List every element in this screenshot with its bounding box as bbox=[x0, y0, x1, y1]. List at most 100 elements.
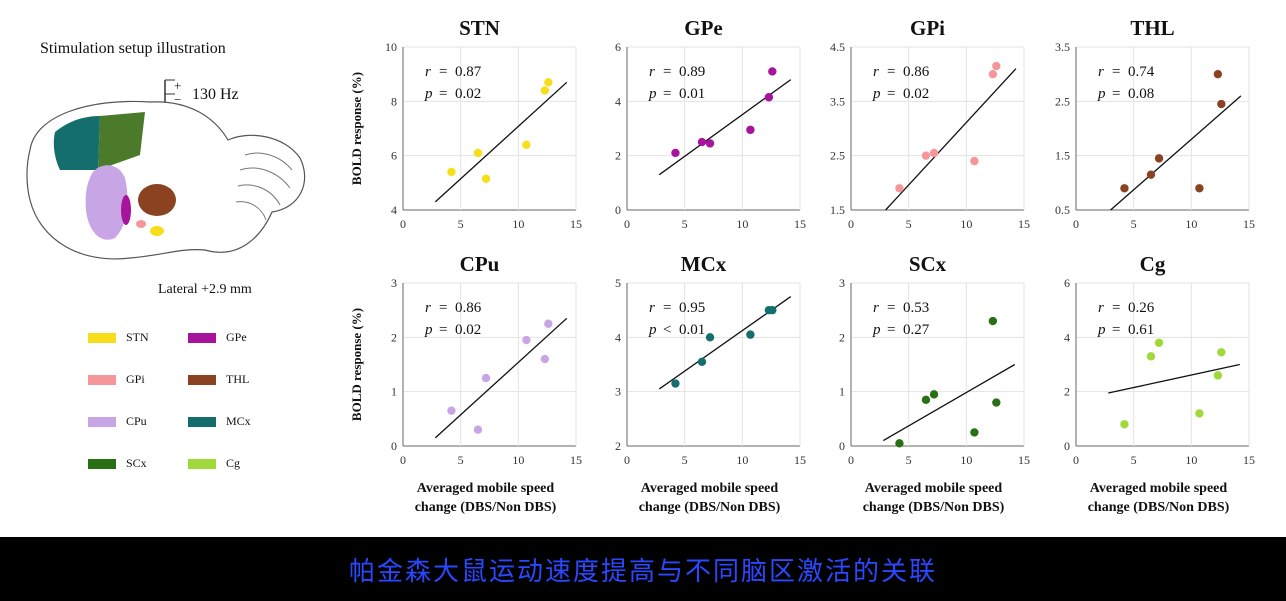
data-point bbox=[705, 139, 715, 148]
caption-banner: 帕金森大鼠运动速度提高与不同脑区激活的关联 bbox=[0, 537, 1286, 601]
p-operator: < bbox=[663, 322, 671, 338]
r-equals: = bbox=[439, 64, 447, 80]
y-tick-label: 6 bbox=[615, 40, 621, 54]
region-gpe bbox=[121, 195, 131, 225]
x-tick-label: 10 bbox=[512, 453, 524, 467]
y-tick-label: 0.5 bbox=[1055, 203, 1070, 217]
p-operator: = bbox=[887, 86, 895, 102]
x-axis-label-line1: Averaged mobile speed bbox=[417, 481, 555, 496]
data-point bbox=[895, 439, 904, 448]
y-tick-label: 3.5 bbox=[830, 94, 845, 108]
y-tick-label: 4 bbox=[615, 94, 621, 108]
stimulation-frequency: 130 Hz bbox=[192, 86, 239, 103]
y-tick-label: 0 bbox=[391, 439, 397, 453]
panel-title: GPe bbox=[684, 16, 722, 40]
data-point bbox=[1195, 184, 1204, 193]
data-point bbox=[522, 335, 531, 345]
p-operator: = bbox=[439, 322, 447, 338]
r-equals: = bbox=[1112, 300, 1120, 316]
panel-title: STN bbox=[459, 16, 500, 40]
data-point bbox=[1217, 99, 1226, 109]
x-axis-label-line1: Averaged mobile speed bbox=[865, 481, 1003, 496]
r-equals: = bbox=[663, 300, 671, 316]
p-operator: = bbox=[439, 86, 447, 102]
region-mcx bbox=[53, 116, 100, 170]
lateral-coordinate: Lateral +2.9 mm bbox=[158, 282, 252, 297]
r-value: 0.53 bbox=[903, 300, 929, 316]
panel-title: THL bbox=[1130, 16, 1174, 40]
x-axis-label-line2: change (DBS/Non DBS) bbox=[415, 500, 557, 515]
data-point bbox=[1120, 184, 1129, 193]
legend-swatch bbox=[88, 416, 116, 427]
data-point bbox=[697, 357, 707, 366]
data-point bbox=[921, 395, 931, 405]
x-tick-label: 15 bbox=[1018, 453, 1030, 467]
legend-swatch bbox=[188, 374, 216, 385]
x-tick-label: 0 bbox=[624, 217, 630, 231]
y-tick-label: 2 bbox=[839, 330, 845, 344]
data-point bbox=[481, 373, 491, 383]
data-point bbox=[895, 184, 904, 193]
data-point bbox=[1154, 338, 1164, 347]
data-point bbox=[481, 174, 491, 183]
regression-line bbox=[885, 68, 1017, 211]
data-point bbox=[671, 379, 680, 388]
legend-item-mcx: MCx bbox=[188, 414, 251, 429]
p-symbol: p bbox=[872, 86, 881, 102]
x-tick-label: 10 bbox=[1185, 217, 1197, 231]
r-equals: = bbox=[439, 300, 447, 316]
x-tick-label: 15 bbox=[1018, 217, 1030, 231]
regression-line bbox=[434, 317, 568, 439]
y-tick-label: 1.5 bbox=[830, 203, 845, 217]
legend-label: THL bbox=[226, 372, 250, 386]
p-value: 0.08 bbox=[1128, 86, 1154, 102]
panel-scx: 0 1 2 3 0 5 10 15 SCx r = 0.53 p = 0.27 Averaged mobile… bbox=[839, 252, 1030, 515]
y-tick-label: 3 bbox=[615, 385, 621, 399]
r-symbol: r bbox=[649, 64, 655, 80]
p-symbol: p bbox=[424, 322, 433, 338]
data-point bbox=[768, 305, 777, 315]
y-tick-label: 6 bbox=[391, 149, 397, 163]
r-symbol: r bbox=[1098, 300, 1104, 316]
r-value: 0.26 bbox=[1128, 300, 1155, 316]
regression-line bbox=[1110, 95, 1242, 211]
p-operator: = bbox=[887, 322, 895, 338]
region-cpu bbox=[85, 165, 128, 240]
y-tick-label: 8 bbox=[391, 94, 397, 108]
r-value: 0.89 bbox=[679, 64, 705, 80]
x-tick-label: 5 bbox=[906, 217, 912, 231]
x-tick-label: 10 bbox=[736, 453, 748, 467]
r-symbol: r bbox=[1098, 64, 1104, 80]
x-tick-label: 0 bbox=[848, 217, 854, 231]
p-symbol: p bbox=[1097, 86, 1106, 102]
x-tick-label: 15 bbox=[570, 453, 582, 467]
panel-gpe: 0 2 4 6 0 5 10 15 GPe r = 0.89 p = 0.01 bbox=[615, 16, 806, 231]
region-stn bbox=[150, 226, 164, 236]
data-point bbox=[473, 148, 483, 158]
data-point bbox=[447, 167, 456, 177]
legend-item-scx: SCx bbox=[88, 456, 147, 471]
caption-text: 帕金森大鼠运动速度提高与不同脑区激活的关联 bbox=[348, 556, 937, 587]
data-point bbox=[540, 86, 550, 95]
legend-label: GPi bbox=[126, 372, 145, 386]
x-tick-label: 10 bbox=[960, 453, 972, 467]
panel-title: CPu bbox=[460, 252, 500, 276]
y-tick-label: 4.5 bbox=[830, 40, 845, 54]
data-point bbox=[1120, 420, 1129, 429]
y-tick-label: 4 bbox=[1064, 330, 1070, 344]
r-symbol: r bbox=[873, 300, 879, 316]
data-point bbox=[988, 69, 998, 79]
p-operator: = bbox=[1112, 322, 1120, 338]
region-scx bbox=[98, 112, 145, 170]
data-point bbox=[929, 390, 939, 399]
data-point bbox=[988, 316, 998, 326]
p-symbol: p bbox=[424, 86, 433, 102]
r-value: 0.86 bbox=[455, 300, 482, 316]
legend-swatch bbox=[188, 416, 216, 427]
legend-item-cpu: CPu bbox=[88, 414, 147, 429]
panel-title: Cg bbox=[1140, 252, 1166, 276]
r-symbol: r bbox=[425, 64, 431, 80]
x-tick-label: 5 bbox=[682, 217, 688, 231]
